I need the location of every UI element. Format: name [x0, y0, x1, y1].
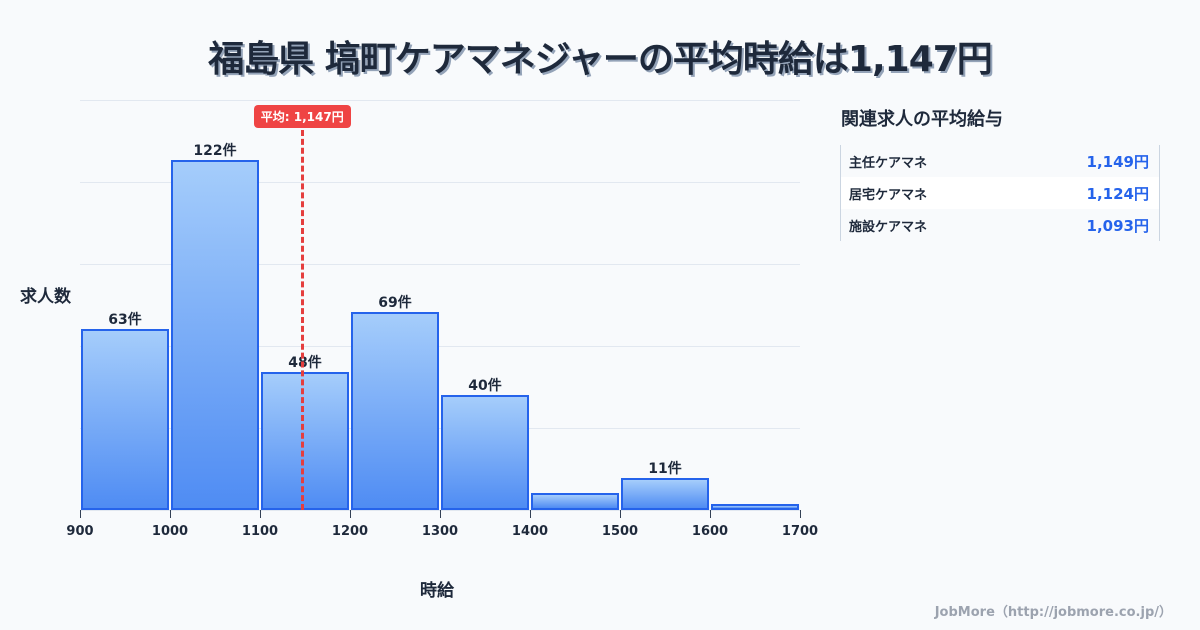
related-salary-row: 主任ケアマネ 1,149円 — [841, 145, 1159, 177]
x-tick-label: 1300 — [421, 524, 459, 539]
bar-value-label: 63件 — [108, 312, 142, 329]
bar-value-label: 11件 — [648, 461, 682, 478]
x-tick — [440, 510, 441, 518]
bar-value-label: 40件 — [468, 378, 502, 395]
x-tick — [800, 510, 801, 518]
histogram-bar — [711, 504, 799, 510]
x-tick — [350, 510, 351, 518]
x-tick — [170, 510, 171, 518]
mean-badge: 平均: 1,147円 — [253, 105, 351, 128]
job-salary: 1,149円 — [1086, 152, 1149, 171]
source-credit: JobMore（http://jobmore.co.jp/） — [934, 605, 1172, 620]
x-tick — [260, 510, 261, 518]
x-axis-label: 時給 — [420, 581, 454, 601]
histogram-bar — [351, 312, 439, 510]
x-tick — [530, 510, 531, 518]
job-salary: 1,124円 — [1086, 184, 1149, 203]
histogram-bar — [261, 372, 349, 510]
x-tick-label: 1500 — [601, 524, 639, 539]
bar-value-label: 48件 — [288, 355, 322, 372]
histogram-chart: 63件 122件 48件 69件 40件 11件 平均: 1,147円 — [80, 100, 800, 511]
histogram-bar — [81, 329, 169, 510]
x-tick-label: 1100 — [241, 524, 279, 539]
gridline — [80, 346, 800, 347]
x-tick — [620, 510, 621, 518]
histogram-bar — [531, 492, 619, 510]
job-name: 施設ケアマネ — [849, 219, 928, 235]
x-tick-label: 1700 — [781, 524, 819, 539]
gridline — [80, 264, 800, 265]
related-salary-row: 居宅ケアマネ 1,124円 — [841, 177, 1159, 209]
gridline — [80, 428, 800, 429]
page-title: 福島県 塙町ケアマネジャーの平均時給は1,147円 — [208, 39, 993, 80]
x-tick-label: 1200 — [331, 524, 369, 539]
histogram-bar — [171, 160, 259, 510]
bar-value-label: 122件 — [193, 143, 237, 160]
x-tick — [710, 510, 711, 518]
job-name: 居宅ケアマネ — [849, 187, 928, 203]
related-salary-row: 施設ケアマネ 1,093円 — [841, 209, 1159, 241]
x-tick-label: 900 — [66, 524, 94, 539]
bar-value-label: 69件 — [378, 295, 412, 312]
related-salary-title: 関連求人の平均給与 — [841, 109, 1003, 130]
related-salary-table: 主任ケアマネ 1,149円 居宅ケアマネ 1,124円 施設ケアマネ 1,093… — [840, 145, 1160, 241]
gridline — [80, 182, 800, 183]
x-tick — [80, 510, 81, 518]
x-tick-label: 1400 — [511, 524, 549, 539]
histogram-bar — [441, 395, 529, 510]
histogram-bar — [621, 478, 709, 510]
y-axis-label: 求人数 — [20, 287, 71, 307]
job-salary: 1,093円 — [1086, 216, 1149, 235]
gridline — [80, 100, 800, 101]
mean-line — [301, 130, 305, 510]
x-tick-label: 1600 — [691, 524, 729, 539]
job-name: 主任ケアマネ — [849, 155, 928, 171]
x-tick-label: 1000 — [151, 524, 189, 539]
